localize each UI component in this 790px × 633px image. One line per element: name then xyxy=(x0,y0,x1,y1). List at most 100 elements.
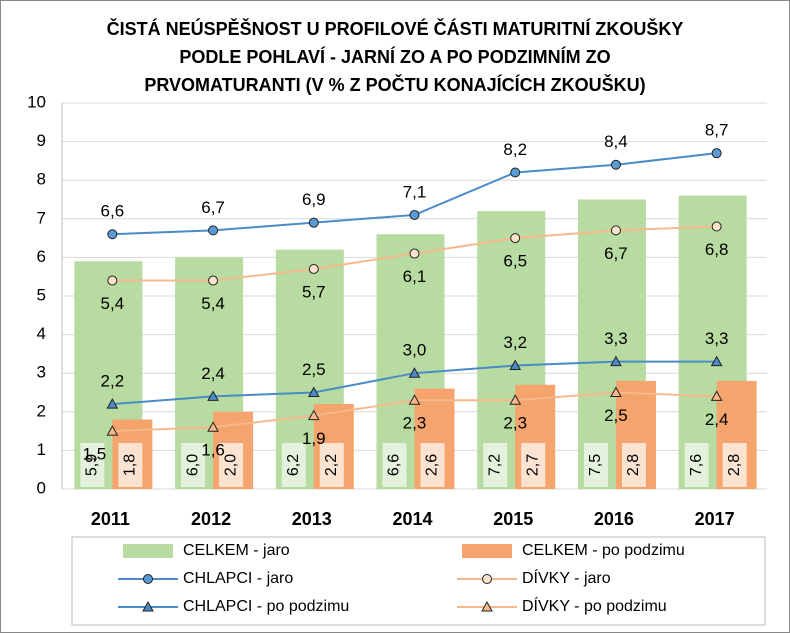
marker xyxy=(610,386,622,397)
value-label: 7,6 xyxy=(688,454,705,476)
value-label-box xyxy=(80,443,105,487)
value-label: 6,5 xyxy=(503,252,527,271)
value-label-box xyxy=(219,443,244,487)
value-label: 1,9 xyxy=(302,429,326,448)
value-label: 2,5 xyxy=(302,360,326,379)
value-label: 7,1 xyxy=(403,182,427,201)
y-tick-label: 6 xyxy=(37,247,46,266)
value-label-box xyxy=(722,443,747,487)
value-label-box xyxy=(319,443,344,487)
marker xyxy=(408,394,421,405)
marker xyxy=(143,574,153,584)
value-label: 5,7 xyxy=(302,282,326,301)
value-label: 2,3 xyxy=(403,414,427,433)
chart-title: PODLE POHLAVÍ - JARNÍ ZO A PO PODZIMNÍM … xyxy=(179,46,610,67)
value-label-box xyxy=(382,443,407,487)
marker xyxy=(509,394,522,405)
marker xyxy=(308,217,319,228)
value-label: 1,5 xyxy=(83,445,107,464)
legend-label: DÍVKY - jaro xyxy=(522,568,611,587)
value-label-box xyxy=(684,443,709,487)
marker xyxy=(207,421,219,432)
value-label: 2,2 xyxy=(323,454,340,476)
value-label-box xyxy=(583,443,608,487)
legend-swatch xyxy=(462,544,512,558)
marker xyxy=(307,386,320,397)
x-tick-label: 2011 xyxy=(91,509,130,529)
legend-label: DÍVKY - po podzimu xyxy=(522,596,667,615)
y-tick-label: 8 xyxy=(37,170,46,189)
value-label: 3,0 xyxy=(403,341,427,360)
value-label: 6,0 xyxy=(184,454,201,476)
value-label: 3,2 xyxy=(503,333,527,352)
x-tick-label: 2013 xyxy=(292,509,332,529)
y-tick-label: 5 xyxy=(37,285,46,304)
y-tick-label: 1 xyxy=(37,440,46,459)
marker xyxy=(510,233,521,244)
marker xyxy=(408,367,421,378)
y-tick-label: 0 xyxy=(37,478,46,497)
marker xyxy=(610,159,621,170)
y-tick-label: 2 xyxy=(37,401,46,420)
value-label: 2,8 xyxy=(726,454,743,476)
legend-label: CELKEM - po podzimu xyxy=(522,542,685,559)
marker xyxy=(610,225,621,236)
value-label: 6,6 xyxy=(101,202,125,221)
marker xyxy=(307,409,320,421)
value-label: 8,2 xyxy=(503,140,527,159)
y-tick-label: 7 xyxy=(37,208,46,227)
marker xyxy=(482,574,492,584)
chart-title: PRVOMATURANTI (V % Z POČTU KONAJÍCÍCH ZK… xyxy=(144,74,645,95)
marker xyxy=(610,355,622,367)
y-tick-label: 4 xyxy=(37,324,46,343)
x-tick-label: 2012 xyxy=(191,509,231,529)
marker xyxy=(308,263,319,274)
x-tick-label: 2015 xyxy=(493,509,533,529)
value-label: 2,8 xyxy=(625,454,642,476)
value-label: 3,3 xyxy=(604,329,628,348)
value-label: 2,4 xyxy=(201,364,225,383)
value-label: 1,6 xyxy=(201,441,225,460)
value-label: 6,2 xyxy=(285,454,302,476)
legend-border xyxy=(71,536,766,626)
marker xyxy=(107,229,118,240)
value-label: 2,0 xyxy=(222,454,239,476)
legend-label: CHLAPCI - jaro xyxy=(183,570,293,587)
value-label: 2,5 xyxy=(604,406,628,425)
chart-title: ČISTÁ NEÚSPĚŠNOST U PROFILOVÉ ČÁSTI MATU… xyxy=(107,18,684,39)
legend-label: CELKEM - jaro xyxy=(183,542,290,559)
y-tick-label: 10 xyxy=(27,92,46,111)
marker xyxy=(409,248,420,259)
value-label: 3,3 xyxy=(705,329,729,348)
marker xyxy=(710,355,723,367)
value-label-box xyxy=(118,443,143,487)
marker xyxy=(208,275,219,286)
value-label-box xyxy=(420,443,445,487)
value-label: 6,7 xyxy=(604,244,628,263)
marker xyxy=(481,600,493,612)
legend-label: CHLAPCI - po podzimu xyxy=(183,598,349,615)
value-label: 8,7 xyxy=(705,121,729,140)
value-label-box xyxy=(483,443,508,487)
value-label: 6,8 xyxy=(705,240,729,259)
marker xyxy=(107,275,118,286)
value-label: 5,4 xyxy=(101,294,125,313)
value-label: 5,4 xyxy=(201,294,225,313)
marker xyxy=(711,221,722,232)
value-label: 6,7 xyxy=(201,198,225,217)
marker xyxy=(509,359,522,370)
legend-swatch xyxy=(123,544,173,558)
y-tick-label: 9 xyxy=(37,131,46,150)
marker xyxy=(106,398,119,409)
value-label: 8,4 xyxy=(604,132,628,151)
y-tick-label: 3 xyxy=(37,363,46,382)
value-label: 7,2 xyxy=(486,454,503,476)
value-label: 6,9 xyxy=(302,190,326,209)
marker xyxy=(207,390,219,401)
value-label: 2,4 xyxy=(705,410,729,429)
marker xyxy=(510,167,521,178)
value-label-box xyxy=(621,443,646,487)
x-tick-label: 2016 xyxy=(594,509,634,529)
